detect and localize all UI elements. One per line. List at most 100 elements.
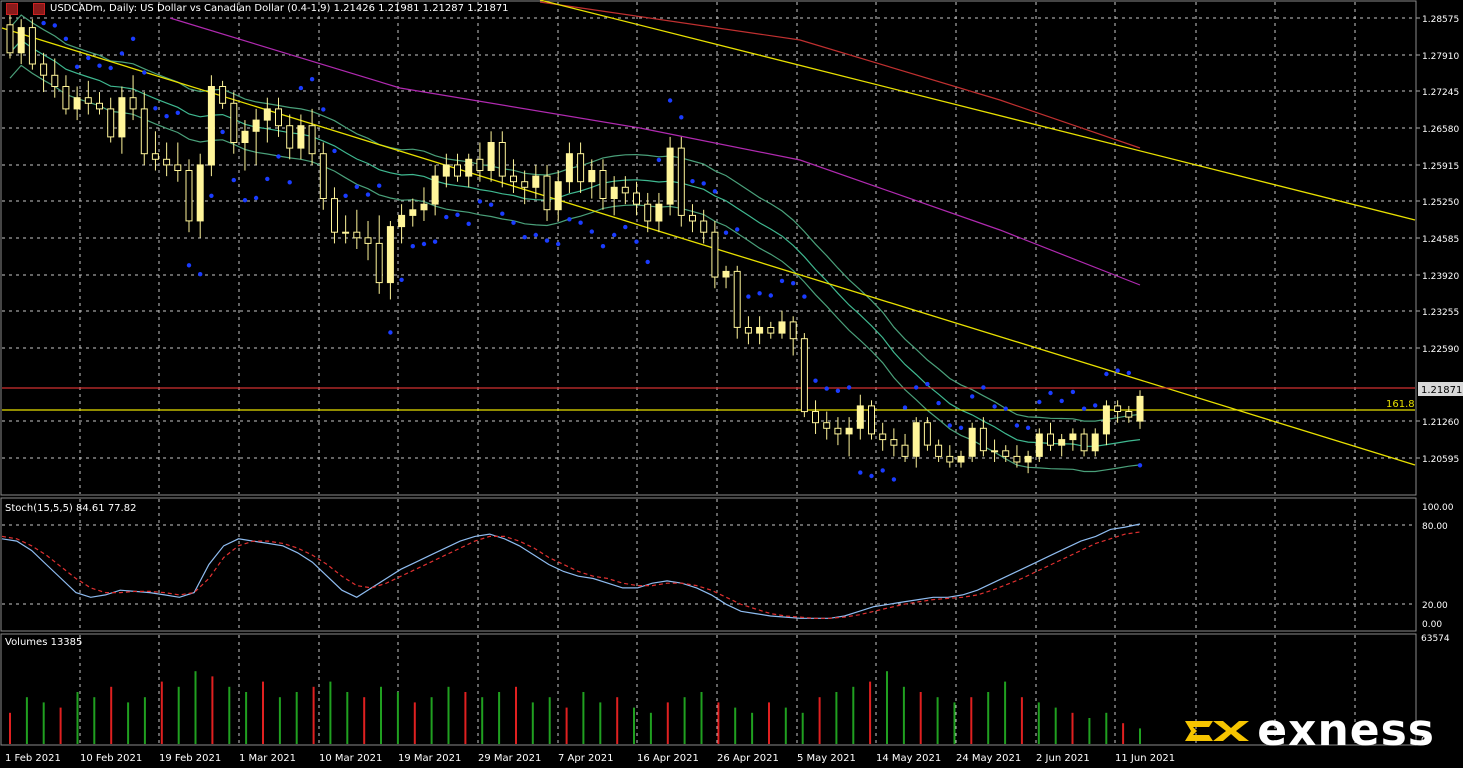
- candle-bear: [577, 153, 585, 183]
- candle-bear: [454, 164, 461, 177]
- fib-level-label: 161.8: [1386, 399, 1415, 410]
- candle-bull: [655, 203, 663, 222]
- candle-bull: [1035, 433, 1043, 457]
- candle-bear: [744, 327, 752, 334]
- sar-dot: [746, 294, 751, 299]
- sar-dot: [970, 394, 975, 399]
- sar-dot: [1059, 398, 1064, 404]
- chart-window-icon-2[interactable]: [33, 3, 45, 15]
- sar-dot: [63, 36, 69, 41]
- candle-bull: [252, 119, 260, 132]
- sar-dot: [242, 198, 248, 203]
- candle-bull: [565, 153, 573, 183]
- sar-dot: [723, 230, 729, 235]
- sar-dot: [779, 278, 785, 284]
- candle-bull: [588, 170, 596, 183]
- price-axis: 1.28575 1.27910 1.27245 1.26580 1.25915 1.252…: [1416, 15, 1459, 465]
- candle-bull: [1102, 405, 1110, 435]
- sar-dot: [902, 405, 908, 410]
- date-label: 26 Apr 2021: [717, 753, 779, 764]
- price-pane: [0, 0, 1417, 496]
- candle-bear: [834, 427, 842, 435]
- candle-bull: [465, 158, 473, 177]
- candle-bull: [487, 142, 495, 171]
- candle-bull: [1091, 433, 1099, 452]
- sar-dot: [52, 23, 57, 28]
- sar-dot: [891, 477, 897, 482]
- parabolic-sar: [41, 20, 1143, 482]
- date-label: 19 Mar 2021: [398, 753, 461, 764]
- sar-dot: [1093, 403, 1098, 408]
- sar-dot: [768, 293, 773, 298]
- sar-dot: [735, 227, 740, 232]
- candle-bull: [856, 405, 864, 429]
- candle-bear: [800, 338, 808, 413]
- exness-logo-mark-icon: [1185, 721, 1250, 741]
- candle-bear: [1114, 405, 1122, 412]
- sar-dot: [925, 381, 930, 387]
- candle-bear: [96, 102, 103, 110]
- volume-min-label: 0: [1421, 736, 1427, 746]
- stoch-pane: [0, 497, 1417, 632]
- candles: [6, 13, 1144, 474]
- sar-dot: [309, 77, 315, 82]
- candle-bull: [409, 209, 417, 216]
- candle-bear: [644, 203, 652, 222]
- sar-dot: [1037, 399, 1042, 405]
- sar-dot: [544, 238, 550, 243]
- current-price-label: 1.21871: [1421, 385, 1462, 396]
- sar-dot: [343, 193, 348, 198]
- candle-bear: [275, 108, 282, 127]
- price-tick-label: 1.23255: [1422, 308, 1459, 318]
- candle-bull: [442, 164, 450, 177]
- volume-title: Volumes 13385: [5, 637, 83, 648]
- chart-window-icon[interactable]: [6, 3, 18, 15]
- candle-bull: [778, 321, 786, 334]
- price-tick-label: 1.25915: [1422, 162, 1459, 172]
- sar-dot: [791, 281, 796, 286]
- candle-bull: [420, 203, 428, 211]
- date-label: 10 Feb 2021: [80, 753, 142, 764]
- candle-bear: [923, 422, 931, 446]
- ma-slow: [169, 17, 1141, 286]
- sar-dot: [477, 199, 483, 204]
- sar-dot: [466, 221, 471, 226]
- candle-bull: [912, 422, 920, 457]
- candle-bear: [319, 153, 327, 199]
- sar-dot: [365, 192, 371, 197]
- candle-bull: [722, 270, 730, 278]
- candle-bear: [901, 444, 909, 457]
- logo-text: exness: [1257, 705, 1435, 756]
- sar-dot: [175, 110, 180, 116]
- sar-dot: [153, 106, 158, 111]
- date-label: 11 Jun 2021: [1115, 753, 1175, 764]
- sar-dot: [421, 241, 427, 247]
- sar-dot: [444, 214, 449, 220]
- candle-bull: [118, 97, 126, 138]
- candle-bull: [342, 231, 350, 234]
- sar-dot: [276, 154, 281, 159]
- sar-dot: [332, 148, 337, 154]
- sar-dot: [74, 64, 80, 70]
- candle-bull: [1136, 395, 1144, 422]
- sar-dot: [567, 217, 572, 222]
- stoch-tick-label: 100.00: [1422, 503, 1454, 513]
- sar-dot: [354, 184, 359, 189]
- sar-dot: [1070, 389, 1076, 395]
- candle-bear: [107, 108, 115, 138]
- candle-bear: [812, 411, 819, 424]
- candle-bull: [17, 27, 25, 54]
- sar-dot: [198, 272, 203, 277]
- sar-dot: [1081, 406, 1087, 411]
- ma-slowest: [539, 1, 1141, 149]
- candle-bull: [207, 86, 215, 166]
- stoch-signal-line: [1, 531, 1141, 619]
- sar-dot: [1025, 425, 1031, 430]
- candle-bear: [599, 170, 607, 199]
- date-label: 7 Apr 2021: [558, 753, 613, 764]
- candle-bear: [1047, 433, 1054, 446]
- price-tick-label: 1.23920: [1422, 272, 1459, 282]
- sar-dot: [556, 241, 561, 247]
- sar-dot: [712, 189, 718, 194]
- candle-bull: [73, 97, 81, 110]
